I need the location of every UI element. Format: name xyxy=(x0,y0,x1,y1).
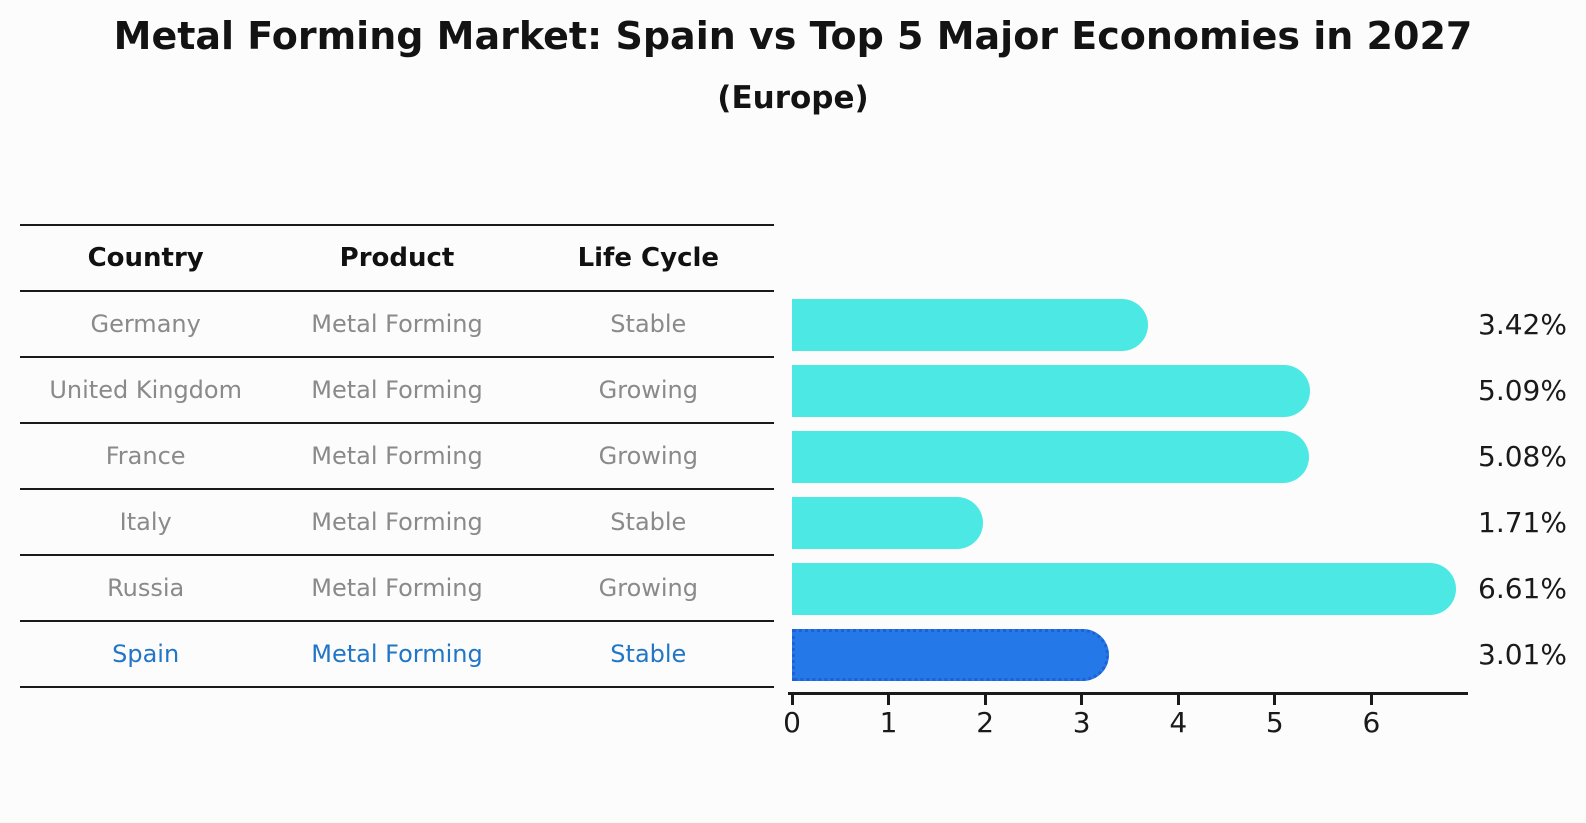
lifecycle-cell: Growing xyxy=(598,442,698,470)
lifecycle-cell: Growing xyxy=(598,376,698,404)
country-table: Country Product Life Cycle Germany Metal … xyxy=(20,224,774,688)
bar-russia xyxy=(792,563,1456,615)
value-label-spain: 3.01% xyxy=(1478,638,1567,671)
lifecycle-cell: Stable xyxy=(610,508,687,536)
column-header-country: Country xyxy=(87,243,204,273)
country-cell: Italy xyxy=(119,508,172,536)
product-cell: Metal Forming xyxy=(311,640,483,668)
x-tick-6 xyxy=(1369,695,1373,705)
table-body: Germany Metal Forming Stable United Kingdom… xyxy=(20,292,774,688)
table-row-spain: Spain Metal Forming Stable xyxy=(20,622,774,688)
value-label-russia: 6.61% xyxy=(1478,572,1567,605)
chart-title: Metal Forming Market: Spain vs Top 5 Maj… xyxy=(113,14,1473,58)
product-cell: Metal Forming xyxy=(311,574,483,602)
country-cell: Germany xyxy=(90,310,201,338)
bar-spain xyxy=(792,629,1109,681)
x-tick-0 xyxy=(790,695,794,705)
lifecycle-cell: Stable xyxy=(610,640,687,668)
table-row-italy: Italy Metal Forming Stable xyxy=(20,490,774,556)
table-row-france: France Metal Forming Growing xyxy=(20,424,774,490)
bar-france xyxy=(792,431,1309,483)
x-tick-label-0: 0 xyxy=(783,706,801,739)
x-axis-line xyxy=(788,692,1468,695)
country-cell: France xyxy=(105,442,186,470)
country-cell: Spain xyxy=(112,640,180,668)
x-tick-2 xyxy=(983,695,987,705)
country-cell: United Kingdom xyxy=(49,376,242,404)
table-row-united-kingdom: United Kingdom Metal Forming Growing xyxy=(20,358,774,424)
product-cell: Metal Forming xyxy=(311,442,483,470)
table-row-russia: Russia Metal Forming Growing xyxy=(20,556,774,622)
x-tick-label-2: 2 xyxy=(976,706,995,739)
x-tick-5 xyxy=(1273,695,1277,705)
chart-subtitle: (Europe) xyxy=(717,80,869,116)
product-cell: Metal Forming xyxy=(311,508,483,536)
x-tick-4 xyxy=(1176,695,1180,705)
lifecycle-cell: Growing xyxy=(598,574,698,602)
bar-united-kingdom xyxy=(792,365,1310,417)
x-tick-label-3: 3 xyxy=(1072,706,1091,739)
table-header-row: Country Product Life Cycle xyxy=(20,226,774,292)
column-header-lifecycle: Life Cycle xyxy=(577,243,720,273)
bar-germany xyxy=(792,299,1148,351)
value-label-italy: 1.71% xyxy=(1478,506,1567,539)
x-tick-label-5: 5 xyxy=(1265,706,1284,739)
x-tick-label-4: 4 xyxy=(1169,706,1188,739)
x-tick-label-1: 1 xyxy=(879,706,898,739)
value-label-germany: 3.42% xyxy=(1478,308,1567,341)
lifecycle-cell: Stable xyxy=(610,310,687,338)
value-label-united-kingdom: 5.09% xyxy=(1478,374,1567,407)
x-tick-1 xyxy=(887,695,891,705)
bar-plot-area xyxy=(792,299,1492,689)
column-header-product: Product xyxy=(339,243,455,273)
x-tick-3 xyxy=(1080,695,1084,705)
country-cell: Russia xyxy=(107,574,185,602)
x-tick-label-6: 6 xyxy=(1362,706,1381,739)
product-cell: Metal Forming xyxy=(311,310,483,338)
table-row-germany: Germany Metal Forming Stable xyxy=(20,292,774,358)
product-cell: Metal Forming xyxy=(311,376,483,404)
bar-italy xyxy=(792,497,983,549)
value-label-france: 5.08% xyxy=(1478,440,1567,473)
